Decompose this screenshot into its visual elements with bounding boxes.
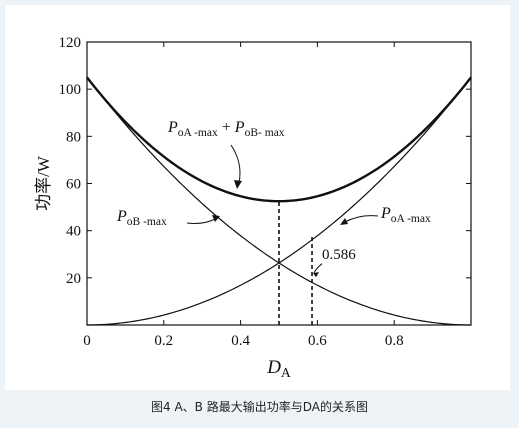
x-tick-label: 0.2	[154, 333, 173, 349]
y-tick-label: 20	[66, 271, 81, 287]
series-line-sum	[86, 76, 472, 203]
x-tick-label: 0.8	[385, 333, 404, 349]
annotation-oA: PoA -max	[380, 205, 431, 225]
figure-panel: 20 40 60 80 100 120 0 0.2 0.4 0.6 0.8 DA 功率/W 0.586 Po…	[5, 5, 510, 390]
x-tick-label: 0.6	[308, 333, 327, 349]
y-tick-label: 60	[66, 177, 81, 193]
annotation-oA-arrow	[344, 215, 379, 223]
y-tick-label: 100	[59, 82, 82, 98]
series-line-oB	[86, 77, 472, 326]
annotation-oB: PoB -max	[116, 208, 167, 228]
marker-arrow	[313, 263, 323, 274]
x-axis-label: DA	[266, 357, 291, 380]
annotation-sum: PoA -max + PoB- max	[167, 119, 285, 139]
marker-arrowhead	[313, 272, 320, 278]
figure-caption: 图4 A、B 路最大输出功率与DA的关系图	[151, 400, 368, 414]
annotation-sum-arrowhead	[234, 180, 242, 189]
annotation-oA-arrowhead	[340, 218, 348, 225]
power-chart: 20 40 60 80 100 120 0 0.2 0.4 0.6 0.8 DA 功率/W 0.586 Po…	[34, 35, 472, 380]
annotation-oB-arrow	[186, 218, 216, 224]
annotation-sum-arrow	[230, 144, 241, 184]
y-tick-label: 80	[66, 129, 81, 145]
x-tick-label: 0	[83, 333, 91, 349]
marker-label: 0.586	[322, 247, 356, 263]
y-tick-label: 40	[66, 224, 81, 240]
annotation-oB-arrowhead	[212, 215, 220, 222]
y-axis-label: 功率/W	[34, 155, 53, 211]
x-tick-label: 0.4	[231, 333, 250, 349]
y-tick-label: 120	[59, 35, 82, 51]
